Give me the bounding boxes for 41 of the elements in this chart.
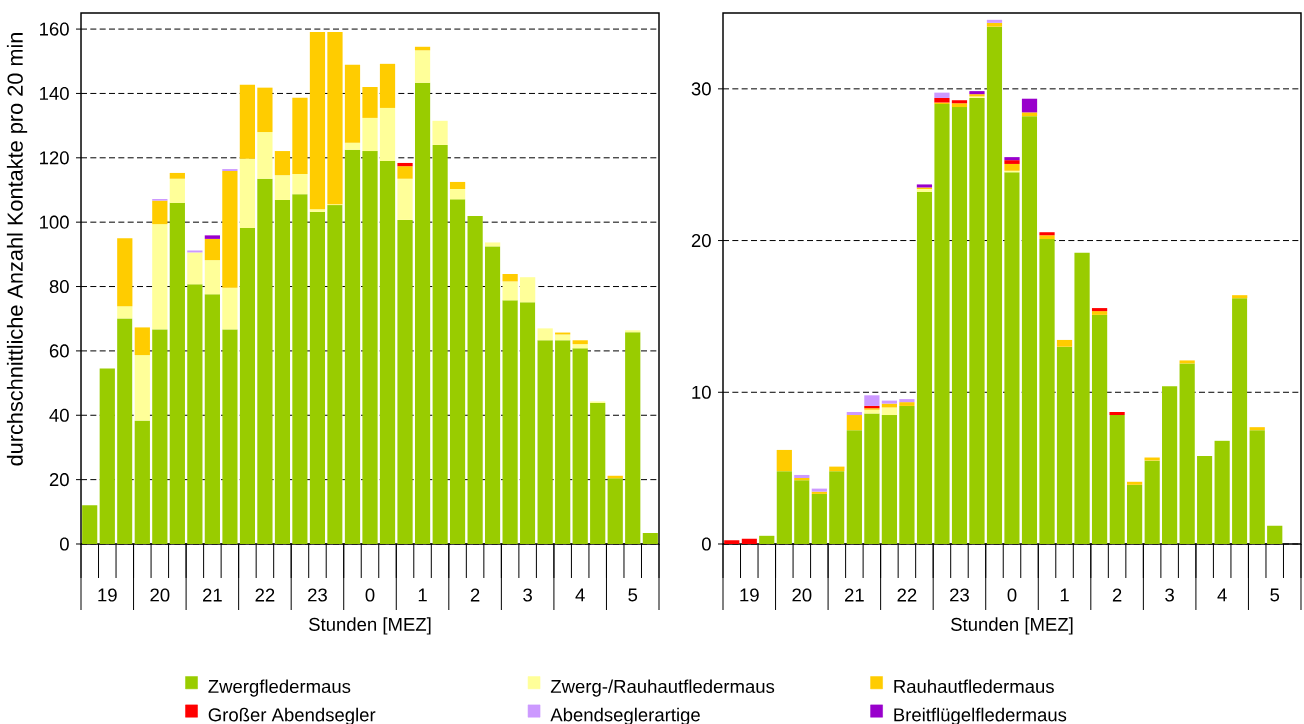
- y-tick-label: 0: [701, 537, 711, 551]
- y-tick-label: 20: [49, 473, 69, 487]
- x-tick-label: 23: [950, 588, 969, 602]
- y-tick-label: 140: [40, 86, 69, 101]
- x-tick-label: 1: [1060, 588, 1069, 602]
- y-axis-title: durchschnittliche Anzahl Kontakte pro 20 min: [6, 33, 28, 466]
- y-tick-label: 120: [40, 151, 69, 165]
- x-tick-label: 0: [1007, 588, 1017, 602]
- y-tick-label: 160: [40, 22, 69, 36]
- y-tick-label: 60: [49, 344, 69, 358]
- x-tick-label: 4: [1217, 588, 1227, 602]
- legend-label: Rauhautfledermaus: [894, 679, 1054, 694]
- x-tick-label: 2: [470, 588, 480, 602]
- x-tick-label: 22: [897, 588, 917, 602]
- x-tick-label: 23: [308, 588, 327, 602]
- legend-label: Zwergfledermaus: [208, 679, 351, 697]
- y-tick-label: 40: [49, 408, 69, 422]
- y-tick-label: 80: [49, 279, 69, 294]
- x-axis-title: Stunden [MEZ]: [951, 617, 1073, 635]
- x-tick-label: 5: [1270, 588, 1280, 602]
- y-tick-label: 30: [691, 82, 711, 96]
- x-tick-label: 20: [792, 588, 812, 602]
- x-tick-label: 19: [98, 588, 117, 602]
- x-axis-title: Stunden [MEZ]: [309, 617, 431, 635]
- x-tick-label: 22: [255, 588, 275, 602]
- y-tick-label: 20: [691, 234, 711, 248]
- y-tick-label: 100: [40, 215, 69, 229]
- x-tick-label: 20: [150, 588, 170, 602]
- x-tick-label: 5: [628, 588, 638, 602]
- x-tick-label: 19: [740, 588, 759, 602]
- x-tick-label: 0: [365, 588, 375, 602]
- x-tick-label: 21: [845, 588, 864, 602]
- x-tick-label: 4: [575, 588, 585, 602]
- x-tick-label: 2: [1112, 588, 1122, 602]
- legend-label: Zwerg-/Rauhautfledermaus: [550, 679, 775, 697]
- x-tick-label: 21: [203, 588, 222, 602]
- x-tick-label: 3: [1165, 588, 1174, 602]
- x-tick-label: 1: [418, 588, 427, 602]
- x-tick-label: 3: [523, 588, 532, 602]
- y-tick-label: 10: [692, 385, 711, 399]
- y-tick-label: 0: [59, 537, 69, 551]
